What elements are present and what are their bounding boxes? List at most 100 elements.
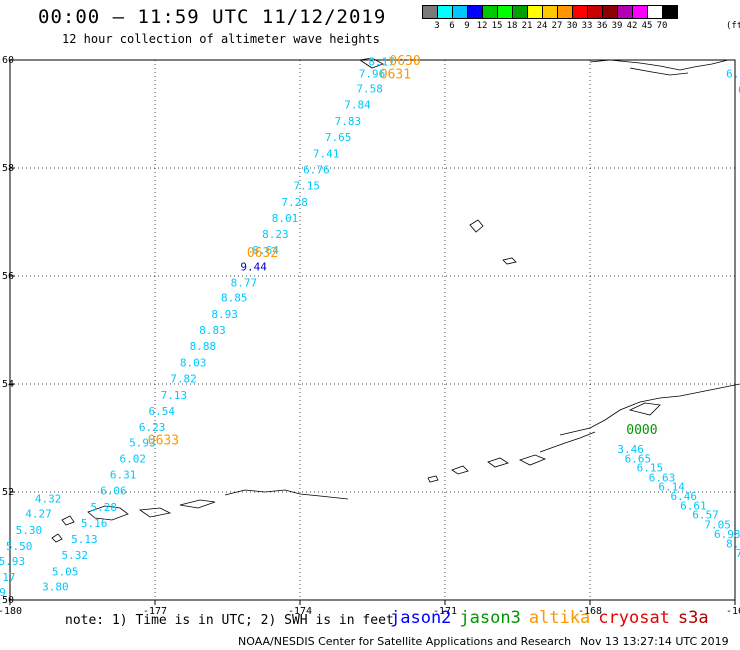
- swh-value: 7.84: [344, 98, 371, 111]
- x-tick-label: -177: [143, 606, 167, 617]
- swh-value: 8.01: [272, 212, 299, 225]
- swh-value: 5.93: [129, 436, 156, 449]
- colorbar-tick-label: 27: [551, 21, 563, 31]
- swh-labels: 8.177.96 7.58 7.84 7.83 7.65 7.41 6.76 7.15 7.28…: [0, 56, 740, 599]
- y-tick-label: 58: [2, 163, 14, 174]
- swh-value: 6.02: [120, 453, 147, 466]
- colorbar-tick-label: 15: [491, 21, 503, 31]
- swh-value: 5.93: [0, 555, 25, 568]
- satellite-legend: jason2 jason3 altika cryosat s3a: [390, 608, 717, 628]
- credit-text: NOAA/NESDIS Center for Satellite Applica…: [238, 635, 572, 648]
- swh-value: 7.83: [335, 115, 362, 128]
- y-tick-label: 50: [2, 595, 14, 606]
- swh-value: 8.64: [252, 244, 279, 257]
- footer-note: note: 1) Time is in UTC; 2) SWH is in fe…: [65, 613, 394, 628]
- legend-s3a: s3a: [677, 608, 709, 628]
- swh-value: 8.88: [190, 340, 217, 353]
- colorbar-tick-label: 30: [566, 21, 578, 31]
- swh-value: 7.35: [736, 547, 740, 560]
- swh-value: 6.06: [100, 484, 127, 497]
- swh-value: 7.28: [281, 196, 308, 209]
- swh-value: 7.13: [161, 389, 188, 402]
- swh-value: 7.96: [359, 68, 386, 81]
- swh-value: 7.65: [325, 131, 352, 144]
- swh-value: 3.80: [42, 581, 69, 594]
- swh-value: 6.15: [637, 462, 664, 475]
- x-tick-label: -180: [0, 606, 22, 617]
- swh-value: 5.13: [71, 533, 98, 546]
- y-tick-label: 56: [2, 271, 14, 282]
- swh-value: 6.54: [149, 405, 176, 418]
- swh-value: 5.16: [81, 517, 108, 530]
- colorbar-tick-label: 18: [506, 21, 518, 31]
- pass-time: 0000: [626, 423, 657, 438]
- swh-value: 6.76: [303, 164, 330, 177]
- swh-value: 8.03: [180, 356, 207, 369]
- chart-subtitle: 12 hour collection of altimeter wave hei…: [62, 32, 380, 46]
- legend-cryosat: cryosat: [598, 608, 670, 628]
- x-tick-label: -16: [726, 606, 740, 617]
- swh-value: 8.83: [199, 324, 226, 337]
- swh-value: 9.44: [240, 260, 267, 273]
- map-axes: -180 -177 -174 -171 -168 -16 50 52 54 56 58 60: [0, 55, 740, 617]
- legend-jason2: jason2: [390, 608, 452, 628]
- swh-value: 5.50: [6, 540, 33, 553]
- swh-value: 6.09: [0, 586, 6, 599]
- swh-value: 6.61: [680, 500, 707, 513]
- swh-value: 6.25: [726, 68, 740, 81]
- swh-value: 6.31: [110, 469, 137, 482]
- swh-value: 6.65: [625, 453, 652, 466]
- colorbar-tick-label: 24: [536, 21, 548, 31]
- swh-value: 6.23: [139, 421, 166, 434]
- swh-value: 6.63: [649, 471, 676, 484]
- swh-value: 4.27: [25, 508, 52, 521]
- colorbar-tick-label: 21: [521, 21, 533, 31]
- colorbar-tick-label: 6: [449, 21, 455, 31]
- y-tick-label: 54: [2, 379, 14, 390]
- colorbar-tick-label: 3: [434, 21, 440, 31]
- swh-value: 8.49: [726, 537, 740, 550]
- swh-value: 6.46: [671, 490, 698, 503]
- swh-value: 7.41: [313, 147, 340, 160]
- x-tick-label: -171: [433, 606, 457, 617]
- swh-value: 6.57: [692, 509, 719, 522]
- swh-value: 5.28: [91, 501, 118, 514]
- pass-time: 0633: [148, 434, 179, 449]
- swh-value: 6.17: [0, 571, 16, 584]
- colorbar-tick-label: 12: [476, 21, 488, 31]
- colorbar-tick-label: 9: [464, 21, 470, 31]
- pass-time: 0632: [247, 246, 278, 261]
- swh-value: 7.15: [294, 179, 321, 192]
- swh-value: 6.98: [714, 528, 740, 541]
- swh-value: 8.85: [221, 292, 248, 305]
- colorbar-tick-label: 42: [626, 21, 638, 31]
- pass-time: 0630: [389, 54, 420, 69]
- swh-value: 8.93: [211, 308, 238, 321]
- colorbar-unit: (ft): [726, 21, 740, 31]
- timestamp-text: Nov 13 13:27:14 UTC 2019: [580, 635, 729, 648]
- colorbar-swatch: [662, 5, 678, 19]
- colorbar-labels: 3 6 9 12 15 18 21 24 27 30 33 36 39 42 45 70: [422, 21, 740, 33]
- swh-value: 8.17: [368, 56, 395, 69]
- map-frame: [9, 59, 736, 601]
- swh-value: 4.32: [35, 492, 62, 505]
- swh-value: 3.46: [617, 443, 644, 456]
- colorbar-tick-label: 39: [611, 21, 623, 31]
- legend-altika: altika: [528, 608, 591, 628]
- pass-time: 0631: [380, 68, 411, 83]
- lat-lon-grid: [10, 60, 735, 600]
- swh-value: 6.68: [738, 84, 740, 97]
- swh-value: 8.77: [231, 276, 258, 289]
- swh-value: 7.82: [170, 373, 197, 386]
- colorbar-tick-label: 36: [596, 21, 608, 31]
- swh-value: 8.23: [262, 228, 289, 241]
- swh-value: 5.32: [62, 549, 89, 562]
- colorbar-tick-label: 33: [581, 21, 593, 31]
- wave-height-colorbar: [422, 5, 678, 19]
- swh-value: 6.14: [658, 481, 685, 494]
- swh-value: 7.58: [356, 83, 383, 96]
- swh-value: 7.05: [704, 518, 731, 531]
- x-tick-label: -168: [578, 606, 602, 617]
